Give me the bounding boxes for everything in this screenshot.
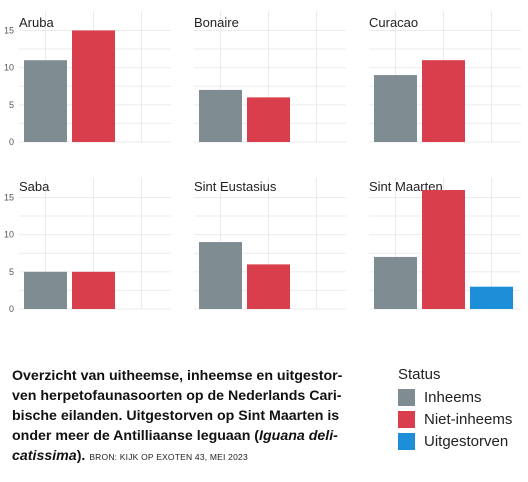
- y-tick-label: 10: [4, 230, 14, 240]
- y-tick-label: 15: [4, 192, 14, 202]
- bar-sint-maarten-inheems: [374, 256, 417, 309]
- caption-species-name: Iguana deli-catissima: [12, 428, 338, 464]
- legend-label-uitgestorven: Uitgestorven: [424, 433, 509, 450]
- bar-saba-niet-inheems: [72, 271, 115, 309]
- caption-text: Overzicht van uitheemse, inheemse en uit…: [12, 368, 343, 444]
- bar-sint-eustasius-inheems: [199, 242, 242, 309]
- legend-item-niet-inheems: Niet-inheems: [398, 409, 512, 430]
- panel-title-saba: Saba: [19, 179, 50, 194]
- panel-title-curacao: Curacao: [369, 15, 418, 30]
- y-tick-label: 0: [9, 137, 14, 147]
- bar-aruba-niet-inheems: [72, 30, 115, 142]
- legend: Status Inheems Niet-inheems Uitgestorven: [398, 366, 512, 453]
- bar-bonaire-inheems: [199, 89, 242, 142]
- y-tick-label: 5: [9, 267, 14, 277]
- y-tick-label: 15: [4, 25, 14, 35]
- legend-swatch-uitgestorven: [398, 433, 415, 450]
- bar-curacao-niet-inheems: [422, 60, 465, 142]
- legend-swatch-inheems: [398, 389, 415, 406]
- faceted-bar-chart: 0 5 10 15 Aruba Bonaire Curacao 0 5 10 15 Saba Sint …: [4, 11, 521, 314]
- legend-title: Status: [398, 366, 441, 383]
- y-tick-label: 0: [9, 304, 14, 314]
- chart-caption: Overzicht van uitheemse, inheemse en uit…: [12, 366, 364, 467]
- legend-item-uitgestorven: Uitgestorven: [398, 431, 512, 452]
- legend-label-inheems: Inheems: [424, 389, 482, 406]
- bar-sint-eustasius-niet-inheems: [247, 264, 290, 309]
- y-tick-label: 5: [9, 100, 14, 110]
- caption-text-end: ).: [76, 448, 86, 464]
- legend-item-inheems: Inheems: [398, 387, 512, 408]
- caption-source: BRON: KIJK OP EXOTEN 43, MEI 2023: [89, 452, 248, 462]
- bar-sint-maarten-uitgestorven: [470, 286, 513, 309]
- panel-title-sint-eustasius: Sint Eustasius: [194, 179, 277, 194]
- bar-bonaire-niet-inheems: [247, 97, 290, 142]
- bar-saba-inheems: [24, 271, 67, 309]
- bar-curacao-inheems: [374, 75, 417, 142]
- panel-title-aruba: Aruba: [19, 15, 54, 30]
- legend-swatch-niet-inheems: [398, 411, 415, 428]
- panel-title-bonaire: Bonaire: [194, 15, 239, 30]
- bar-sint-maarten-niet-inheems: [422, 190, 465, 309]
- legend-label-niet-inheems: Niet-inheems: [424, 411, 513, 428]
- bar-aruba-inheems: [24, 60, 67, 142]
- y-tick-label: 10: [4, 63, 14, 73]
